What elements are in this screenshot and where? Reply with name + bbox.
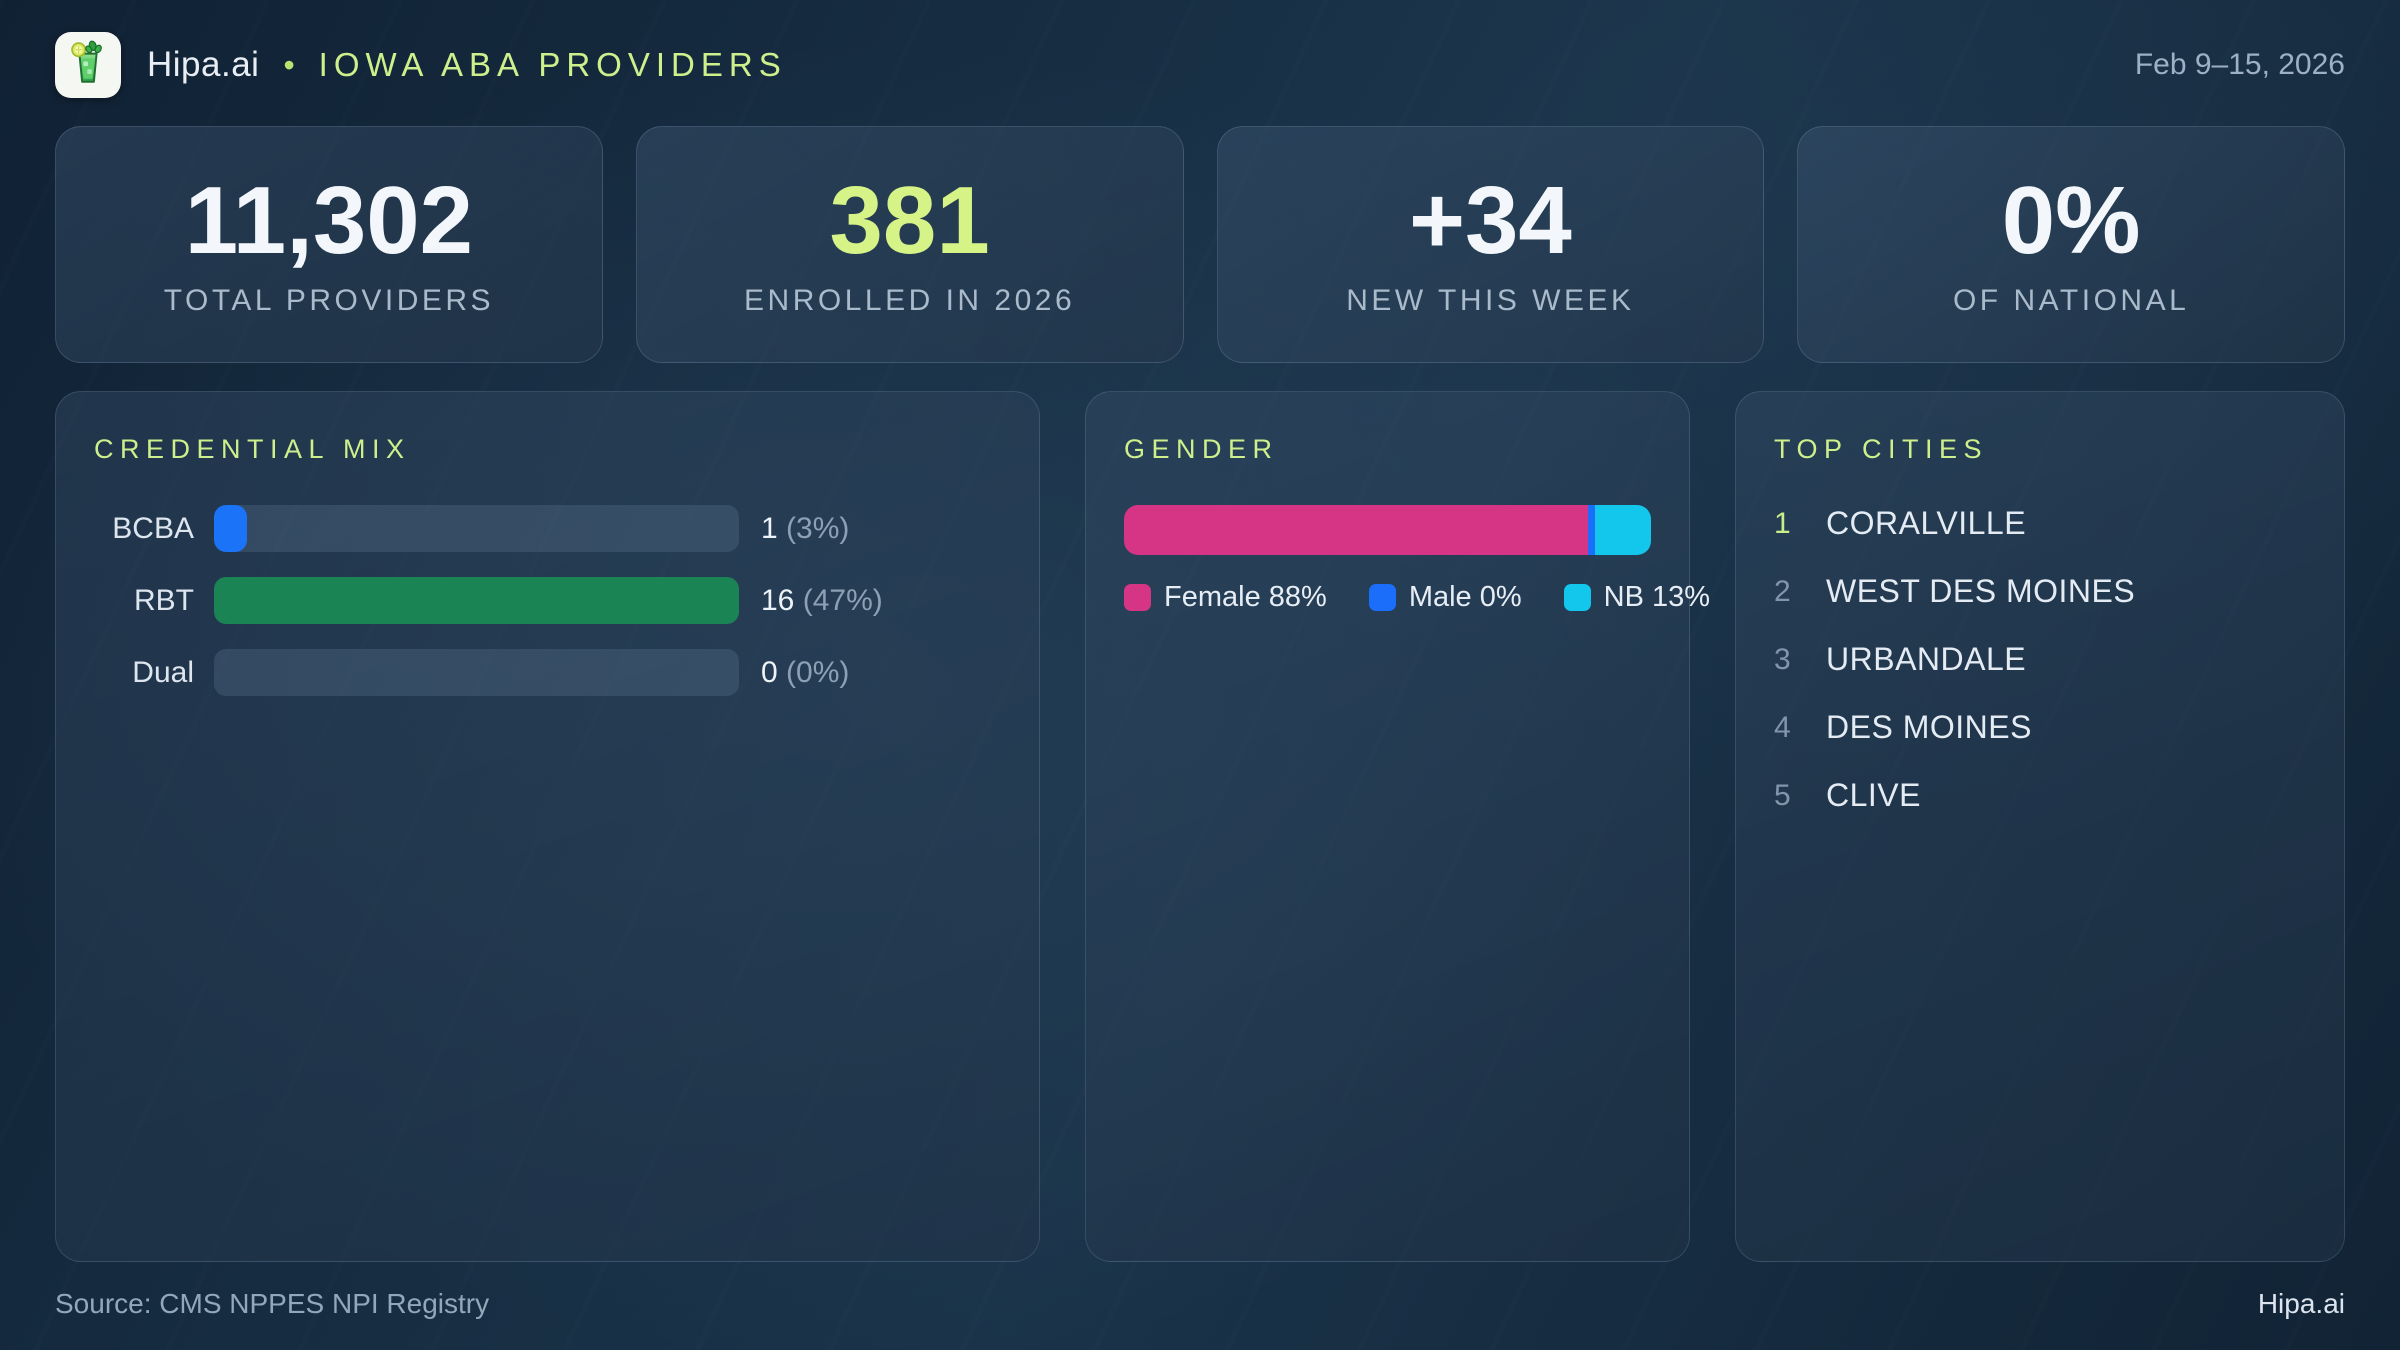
legend-swatch-female — [1124, 584, 1151, 611]
source-attribution: Source: CMS NPPES NPI Registry — [55, 1288, 490, 1319]
panels-row: CREDENTIAL MIX BCBA 1 (3%) RBT — [55, 391, 2345, 1262]
date-range: Feb 9–15, 2026 — [2134, 48, 2345, 81]
gender-segment-nb — [1594, 505, 1651, 555]
city-row: 2 WEST DES MOINES — [1774, 573, 2306, 610]
city-rank: 1 — [1774, 506, 1791, 540]
kpi-value: 11,302 — [184, 167, 474, 275]
legend-swatch-male — [1368, 584, 1396, 611]
gender-stacked-bar — [1124, 505, 1651, 555]
kpi-card-new-this-week: +34 NEW THIS WEEK — [1216, 126, 1765, 363]
mojito-glass-icon — [63, 38, 113, 93]
gender-title: GENDER — [1124, 434, 1279, 464]
city-rank: 2 — [1774, 574, 1791, 608]
bar-label: Dual — [132, 655, 194, 689]
bar-track — [214, 505, 739, 552]
bar-value: 16 (47%) — [761, 584, 883, 618]
city-row: 4 DES MOINES — [1774, 709, 2306, 746]
kpi-value: 0% — [2001, 167, 2141, 275]
gender-legend: Female 88% Male 0% NB 13% — [1124, 581, 1710, 614]
legend-label: Male 0% — [1408, 581, 1522, 613]
kpi-value: 381 — [829, 167, 990, 275]
kpi-value: +34 — [1408, 167, 1572, 275]
bar-percent: (3%) — [786, 511, 850, 545]
kpi-label: ENROLLED IN 2026 — [744, 283, 1076, 317]
brand-name: Hipa.ai — [147, 45, 260, 84]
city-rank: 4 — [1774, 710, 1791, 744]
kpi-card-of-national: 0% OF NATIONAL — [1797, 126, 2345, 363]
legend-label: Female 88% — [1164, 581, 1327, 613]
header: Hipa.ai • IOWA ABA PROVIDERS Feb 9–15, 2… — [55, 32, 2345, 98]
kpi-card-enrolled: 381 ENROLLED IN 2026 — [635, 126, 1184, 363]
credential-row-dual: Dual 0 (0%) — [94, 649, 1001, 696]
gender-segment-female — [1124, 505, 1588, 555]
city-row: 5 CLIVE — [1774, 777, 2306, 814]
bar-label: BCBA — [112, 511, 194, 545]
city-name: CORALVILLE — [1826, 505, 2027, 541]
city-rank: 3 — [1774, 642, 1791, 676]
bar-count: 1 — [761, 511, 778, 545]
bar-track — [214, 649, 739, 696]
kpi-label: OF NATIONAL — [1952, 283, 2190, 317]
bar-value: 1 (3%) — [761, 512, 849, 546]
kpi-row: 11,302 TOTAL PROVIDERS 381 ENROLLED IN 2… — [55, 126, 2345, 363]
page-title: IOWA ABA PROVIDERS — [318, 46, 787, 83]
kpi-card-total-providers: 11,302 TOTAL PROVIDERS — [55, 126, 603, 363]
city-row: 1 CORALVILLE — [1774, 505, 2306, 542]
bar-count: 16 — [761, 583, 795, 617]
kpi-label: TOTAL PROVIDERS — [163, 283, 495, 317]
legend-item-female: Female 88% — [1124, 581, 1327, 614]
credential-row-bcba: BCBA 1 (3%) — [94, 505, 1001, 552]
top-cities-title: TOP CITIES — [1774, 434, 1989, 464]
credential-mix-panel: CREDENTIAL MIX BCBA 1 (3%) RBT — [55, 391, 1040, 1262]
bar-label: RBT — [134, 583, 194, 617]
city-name: URBANDALE — [1826, 641, 2027, 677]
separator-dot: • — [283, 46, 295, 83]
kpi-label: NEW THIS WEEK — [1346, 283, 1635, 317]
city-name: CLIVE — [1826, 777, 1921, 813]
bar-count: 0 — [761, 655, 778, 689]
bar-track — [214, 577, 739, 624]
credential-mix-title: CREDENTIAL MIX — [94, 434, 411, 464]
gender-panel: GENDER Female 88% Male 0% — [1085, 391, 1710, 1262]
legend-label: NB 13% — [1603, 581, 1711, 613]
credential-row-rbt: RBT 16 (47%) — [94, 577, 1001, 624]
bar-percent: (0%) — [786, 655, 850, 689]
bar-percent: (47%) — [802, 583, 883, 617]
bar-value: 0 (0%) — [761, 656, 849, 690]
gender-segment-male — [1587, 505, 1595, 555]
city-name: DES MOINES — [1826, 709, 2032, 745]
bar-fill-bcba — [214, 505, 247, 552]
footer: Source: CMS NPPES NPI Registry Hipa.ai — [55, 1288, 2345, 1320]
city-name: WEST DES MOINES — [1826, 573, 2136, 609]
city-row: 3 URBANDALE — [1774, 641, 2306, 678]
brand-logo — [55, 32, 121, 98]
legend-item-nb: NB 13% — [1563, 581, 1711, 614]
top-cities-panel: TOP CITIES 1 CORALVILLE 2 WEST DES MOINE… — [1735, 391, 2345, 1262]
legend-item-male: Male 0% — [1368, 581, 1522, 614]
bar-fill-rbt — [214, 577, 739, 624]
footer-brand: Hipa.ai — [2257, 1288, 2345, 1319]
legend-swatch-nb — [1563, 584, 1591, 611]
city-rank: 5 — [1774, 778, 1791, 812]
